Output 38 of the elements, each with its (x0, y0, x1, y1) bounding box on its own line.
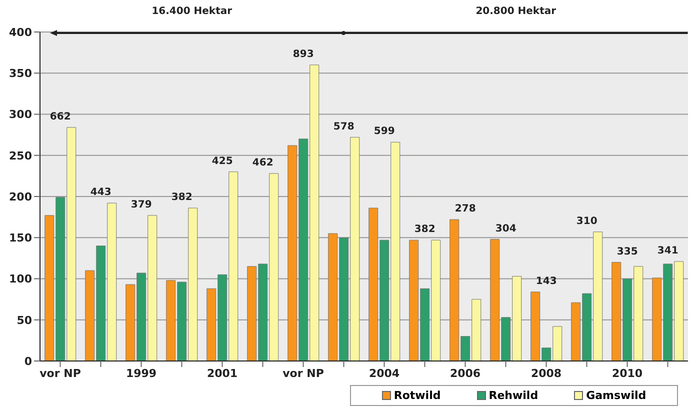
x-tick-label: 1999 (126, 366, 157, 380)
total-label: 578 (333, 121, 354, 132)
total-label: 382 (171, 192, 192, 204)
x-tick-label: 2010 (612, 366, 643, 380)
total-label: 310 (576, 216, 598, 227)
y-tick-label: 400 (9, 26, 32, 39)
x-tick-label: 2004 (368, 366, 400, 380)
total-label: 341 (657, 245, 678, 256)
text: 16.400 Hektar (150, 6, 234, 17)
x-tick-label: vor NP (40, 366, 81, 380)
legend-label: Gamswild (585, 389, 646, 402)
y-tick-label: 50 (16, 314, 32, 327)
y-tick-label: 300 (9, 108, 32, 122)
x-tick-label: 2008 (530, 366, 562, 380)
total-label: 335 (616, 246, 638, 258)
total-label: 304 (495, 223, 516, 234)
legend-label: Rehwild (488, 389, 538, 402)
legend-label: Rotwild (392, 389, 441, 402)
y-tick-label: 100 (9, 272, 32, 286)
total-label: 278 (454, 204, 476, 215)
y-tick-label: 0 (24, 354, 32, 368)
total-label: 662 (50, 111, 71, 122)
y-tick-label: 150 (9, 232, 32, 245)
y-tick-label: 200 (9, 190, 32, 204)
total-label: 425 (212, 156, 233, 167)
total-label: 379 (130, 199, 152, 210)
total-label: 893 (292, 48, 314, 60)
total-label: 462 (252, 157, 274, 168)
x-tick-label: 2001 (206, 366, 238, 380)
text: 20.800 Hektar (474, 6, 558, 17)
total-label: 599 (374, 126, 395, 138)
total-label: 382 (414, 224, 436, 236)
y-tick-label: 250 (9, 149, 32, 162)
total-label: 143 (536, 276, 557, 287)
x-tick-label: 2006 (450, 366, 481, 380)
x-tick-label: vor NP (282, 366, 324, 380)
y-tick-label: 350 (9, 67, 32, 80)
total-label: 443 (90, 187, 112, 198)
